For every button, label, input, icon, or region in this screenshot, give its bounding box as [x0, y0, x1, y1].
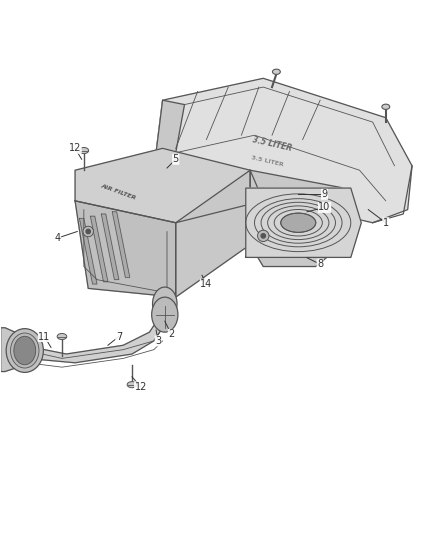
Circle shape: [257, 230, 268, 241]
Polygon shape: [112, 212, 130, 278]
Text: 12: 12: [69, 143, 81, 154]
Text: 3.5 LITER: 3.5 LITER: [251, 155, 283, 167]
Text: 7: 7: [116, 332, 122, 342]
Circle shape: [86, 229, 90, 233]
Text: 5: 5: [172, 154, 178, 164]
Polygon shape: [1, 328, 25, 372]
Polygon shape: [153, 78, 411, 223]
Ellipse shape: [79, 148, 88, 154]
Polygon shape: [250, 170, 341, 266]
Text: 4: 4: [54, 233, 60, 243]
Ellipse shape: [14, 336, 35, 365]
Polygon shape: [175, 170, 250, 297]
Text: 1: 1: [382, 218, 388, 228]
Ellipse shape: [6, 329, 43, 373]
Polygon shape: [75, 201, 175, 297]
Text: AIR FILTER: AIR FILTER: [100, 183, 137, 201]
Text: 14: 14: [200, 279, 212, 289]
Text: 3: 3: [155, 336, 161, 346]
Text: 10: 10: [318, 203, 330, 213]
Ellipse shape: [11, 333, 39, 368]
Text: 3.5 LITER: 3.5 LITER: [251, 135, 292, 153]
Text: 12: 12: [134, 382, 147, 392]
Text: 9: 9: [321, 189, 327, 199]
Circle shape: [83, 226, 93, 237]
Polygon shape: [90, 216, 108, 282]
Polygon shape: [22, 297, 166, 363]
Polygon shape: [245, 188, 360, 257]
Ellipse shape: [280, 213, 315, 232]
Ellipse shape: [272, 69, 280, 75]
Polygon shape: [79, 219, 97, 284]
Text: 11: 11: [38, 332, 50, 342]
Text: 2: 2: [168, 329, 174, 340]
Ellipse shape: [152, 287, 177, 320]
Ellipse shape: [127, 382, 137, 387]
Ellipse shape: [57, 334, 67, 340]
Circle shape: [261, 233, 265, 238]
Polygon shape: [101, 214, 119, 280]
Ellipse shape: [151, 297, 177, 332]
Text: 8: 8: [316, 260, 322, 269]
Polygon shape: [153, 100, 184, 170]
Ellipse shape: [381, 104, 389, 109]
Polygon shape: [75, 148, 263, 223]
